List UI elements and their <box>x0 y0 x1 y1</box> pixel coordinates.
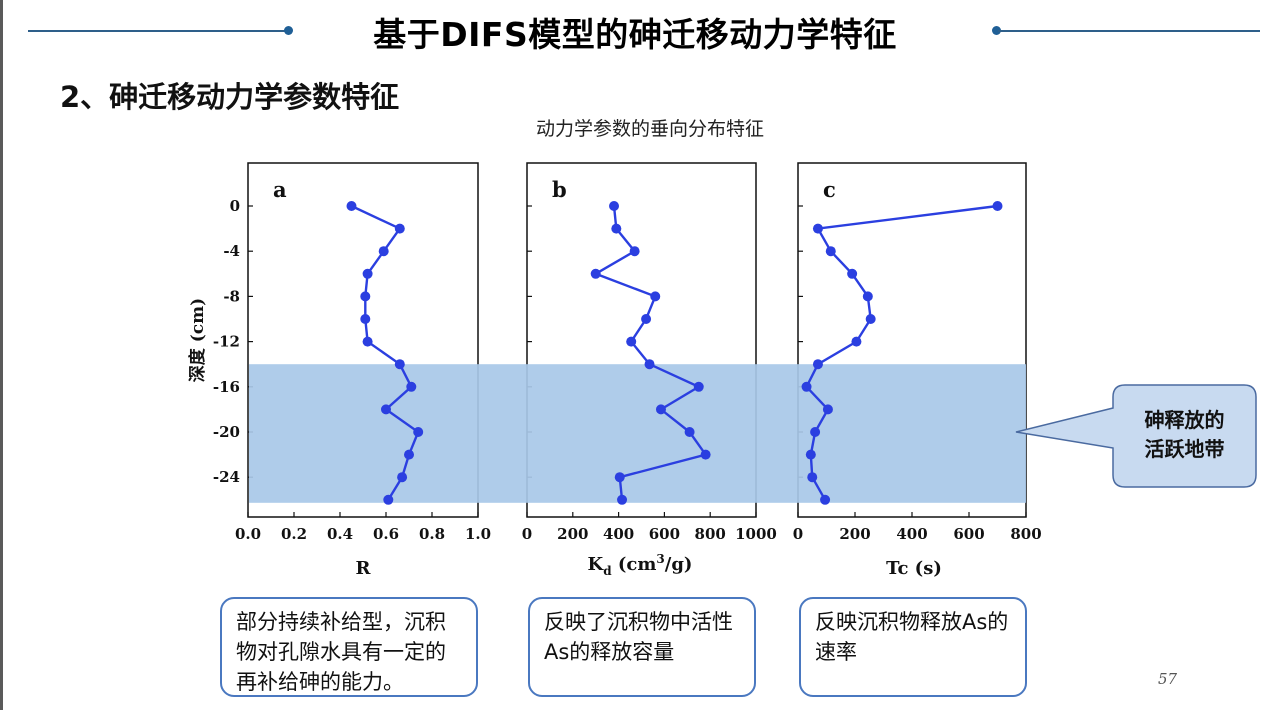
note-box-tc: 反映沉积物释放As的速率 <box>799 597 1027 697</box>
data-point <box>847 268 858 279</box>
section-heading: 2、砷迁移动力学参数特征 <box>60 80 400 114</box>
data-point <box>394 223 405 234</box>
data-point <box>641 314 652 324</box>
data-point <box>611 223 622 234</box>
data-point <box>851 336 862 347</box>
callout-line-2: 活跃地带 <box>1144 437 1225 461</box>
panel-frame-b <box>526 162 757 518</box>
data-point <box>805 449 816 460</box>
data-point <box>378 246 389 257</box>
callout-line-1: 砷释放的 <box>1144 408 1225 432</box>
data-point <box>693 381 704 392</box>
data-point <box>807 472 818 483</box>
title-rule-left <box>28 30 286 32</box>
data-point <box>650 291 661 302</box>
note-box-r: 部分持续补给型，沉积物对孔隙水具有一定的再补给砷的能力。 <box>220 597 478 697</box>
panel-frame-a <box>247 162 479 518</box>
data-point <box>700 449 711 460</box>
data-point <box>810 427 821 437</box>
title-rule-right-dot <box>992 26 1001 35</box>
data-point <box>644 359 655 370</box>
y-tick-label: -8 <box>223 287 240 305</box>
data-point <box>617 494 628 505</box>
x-axis-label-r: R <box>356 558 372 579</box>
data-point <box>394 359 405 370</box>
x-tick-label: 200 <box>557 525 588 543</box>
data-point <box>590 268 601 279</box>
data-point <box>629 246 640 257</box>
data-point <box>862 291 873 302</box>
data-point <box>413 427 424 437</box>
data-point <box>822 404 833 415</box>
data-point <box>801 381 812 392</box>
data-point <box>381 404 391 415</box>
y-tick-label: -12 <box>213 333 240 351</box>
y-tick-label: -20 <box>213 423 240 441</box>
data-point <box>825 246 836 257</box>
x-tick-label: 400 <box>896 525 927 543</box>
x-axis-label-kd: Kd (cm3/g) <box>588 552 693 578</box>
data-point <box>383 494 394 505</box>
x-tick-label: 600 <box>953 525 984 543</box>
data-point <box>812 359 823 370</box>
panel-label-c: c <box>823 177 836 202</box>
data-point <box>397 472 408 483</box>
data-point <box>626 336 637 347</box>
page-number: 57 <box>1158 670 1178 688</box>
panel-label-b: b <box>552 177 567 202</box>
y-tick-label: 0 <box>230 197 240 215</box>
y-tick-label: -4 <box>223 242 240 260</box>
x-tick-label: 0 <box>522 525 532 543</box>
data-point <box>346 201 357 211</box>
x-tick-label: 1000 <box>735 525 777 543</box>
data-point <box>684 427 695 437</box>
x-tick-label: 0.8 <box>419 525 445 543</box>
y-tick-label: -16 <box>213 378 240 396</box>
left-edge-bar <box>0 0 3 710</box>
data-point <box>992 201 1003 211</box>
x-tick-label: 0.0 <box>235 525 261 543</box>
figure-caption: 动力学参数的垂向分布特征 <box>535 118 764 140</box>
x-tick-label: 600 <box>649 525 680 543</box>
active-zone-band <box>249 364 1026 503</box>
x-tick-label: 0 <box>793 525 803 543</box>
y-tick-label: -24 <box>213 468 240 486</box>
data-point <box>360 314 371 324</box>
slide-title: 基于DIFS模型的砷迁移动力学特征 <box>373 15 897 54</box>
x-tick-label: 800 <box>695 525 726 543</box>
data-point <box>609 201 620 211</box>
x-tick-label: 0.2 <box>281 525 307 543</box>
title-rule-right <box>998 30 1260 32</box>
data-point <box>362 268 373 279</box>
data-point <box>362 336 373 347</box>
y-axis-label: 深度 (cm) <box>187 298 208 382</box>
data-point <box>812 223 823 234</box>
active-zone-callout-bubble <box>1015 384 1257 488</box>
x-tick-label: 0.6 <box>373 525 399 543</box>
data-point <box>865 314 876 324</box>
panel-label-a: a <box>273 177 287 202</box>
x-tick-label: 400 <box>603 525 634 543</box>
x-tick-label: 0.4 <box>327 525 353 543</box>
x-tick-label: 200 <box>839 525 870 543</box>
x-tick-label: 1.0 <box>465 525 491 543</box>
x-tick-label: 800 <box>1010 525 1041 543</box>
note-box-kd: 反映了沉积物中活性As的释放容量 <box>528 597 756 697</box>
title-rule-left-dot <box>284 26 293 35</box>
data-point <box>655 404 666 415</box>
active-zone-callout-text: 砷释放的 活跃地带 <box>1112 406 1257 464</box>
x-axis-label-tc: Tc (s) <box>886 558 942 579</box>
data-point <box>406 381 417 392</box>
data-point <box>614 472 625 483</box>
data-point <box>820 494 831 505</box>
data-point <box>404 449 414 460</box>
data-point <box>360 291 371 302</box>
